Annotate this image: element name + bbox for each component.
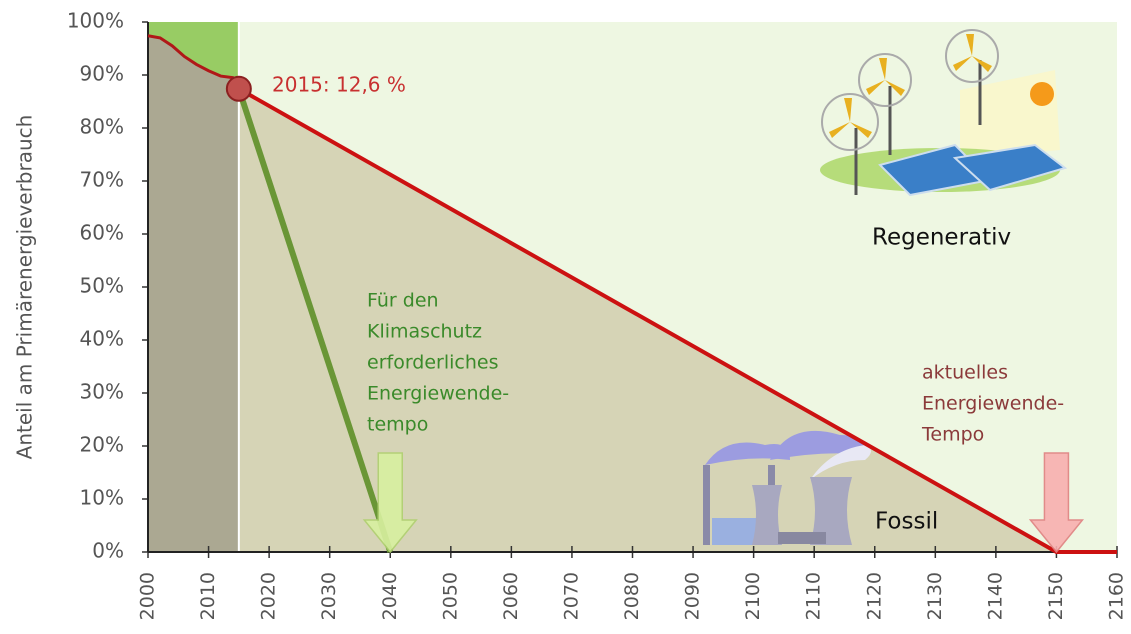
y-tick-label: 40% <box>80 327 124 351</box>
green-note: tempo <box>367 414 428 436</box>
x-tick-label: 2130 <box>924 572 946 620</box>
x-tick-label: 2090 <box>682 572 704 620</box>
red-note: aktuelles <box>922 362 1008 384</box>
x-tick-label: 2070 <box>560 572 582 620</box>
y-tick-label: 10% <box>80 486 124 510</box>
green-note: Für den <box>367 290 439 312</box>
y-axis-label: Anteil am Primärenergieverbrauch <box>13 115 37 460</box>
x-tick-label: 2000 <box>137 572 159 620</box>
x-tick-label: 2040 <box>379 572 401 620</box>
y-tick-label: 30% <box>80 380 124 404</box>
x-tick-label: 2100 <box>742 572 764 620</box>
red-note: Tempo <box>921 424 984 446</box>
historic-fossil-area <box>148 36 239 552</box>
x-tick-label: 2120 <box>863 572 885 620</box>
x-tick-label: 2160 <box>1106 572 1128 620</box>
y-tick-label: 100% <box>67 9 124 33</box>
x-tick-label: 2060 <box>500 572 522 620</box>
y-tick-label: 20% <box>80 433 124 457</box>
point-label: 2015: 12,6 % <box>272 73 406 97</box>
x-tick-label: 2010 <box>197 572 219 620</box>
green-note: Energiewende- <box>367 383 509 405</box>
point-2015 <box>227 77 251 101</box>
y-tick-label: 70% <box>80 168 124 192</box>
y-tick-label: 0% <box>92 539 124 563</box>
chart: Anteil am Primärenergieverbrauch 0% 10% 20… <box>0 0 1131 634</box>
y-tick-label: 60% <box>80 221 124 245</box>
green-note: Klimaschutz <box>367 321 482 343</box>
x-tick-label: 2140 <box>984 572 1006 620</box>
x-tick-label: 2150 <box>1045 572 1067 620</box>
region-label: Fossil <box>875 509 938 535</box>
x-tick-label: 2020 <box>258 572 280 620</box>
x-tick-label: 2050 <box>439 572 461 620</box>
x-tick-label: 2110 <box>803 572 825 620</box>
red-note: Energiewende- <box>922 393 1064 415</box>
y-tick-label: 50% <box>80 274 124 298</box>
y-tick-label: 80% <box>80 115 124 139</box>
x-tick-label: 2030 <box>318 572 340 620</box>
y-tick-label: 90% <box>80 62 124 86</box>
green-note: erforderliches <box>367 352 499 374</box>
region-label: Regenerativ <box>872 225 1011 251</box>
x-tick-label: 2080 <box>621 572 643 620</box>
